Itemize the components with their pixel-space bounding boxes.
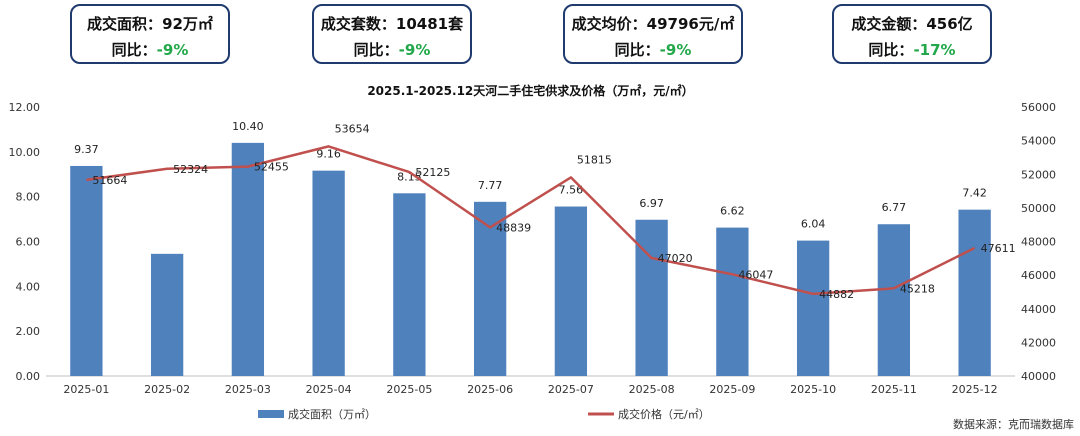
y-left-tick-label: 6.00 — [16, 236, 41, 249]
legend-bar-swatch — [258, 410, 284, 418]
price-value-label: 51815 — [577, 153, 612, 166]
bar-2025-08 — [635, 219, 668, 376]
x-tick-label: 2025-10 — [790, 383, 836, 396]
kpi-units-row: 成交套数：10481套 — [314, 13, 470, 34]
price-value-label: 53654 — [335, 122, 370, 135]
kpi-units-yoy-label: 同比： — [353, 41, 399, 59]
price-value-label: 48839 — [496, 221, 531, 234]
x-tick-label: 2025-04 — [306, 383, 352, 396]
kpi-amount-value: 456亿 — [926, 15, 973, 33]
bar-2025-03 — [231, 142, 265, 376]
bar-2025-09 — [716, 227, 749, 376]
kpi-amount-yoy-label: 同比： — [868, 41, 914, 59]
kpi-units-value: 10481套 — [395, 15, 464, 33]
x-tick-label: 2025-06 — [467, 383, 513, 396]
bar-value-label: 10.40 — [232, 120, 264, 133]
x-tick-label: 2025-05 — [386, 383, 432, 396]
kpi-card-area: 成交面积：92万㎡ 同比：-9% — [70, 4, 230, 64]
bar-value-label: 7.56 — [559, 184, 584, 197]
kpi-area-yoy-value: -9% — [156, 41, 189, 59]
x-tick-label: 2025-03 — [225, 383, 271, 396]
x-tick-label: 2025-11 — [871, 383, 917, 396]
kpi-price-row: 成交均价：49796元/㎡ — [565, 13, 741, 34]
y-right-tick-label: 40000 — [1021, 370, 1056, 383]
price-line — [86, 145, 976, 296]
price-value-label: 51664 — [92, 174, 127, 187]
bar-2025-04 — [312, 170, 345, 376]
kpi-units-yoy-row: 同比：-9% — [314, 39, 470, 60]
kpi-area-label: 成交面积： — [87, 15, 163, 33]
kpi-amount-row: 成交金额：456亿 — [834, 13, 990, 34]
y-left-tick-label: 8.00 — [16, 191, 41, 204]
kpi-area-yoy-row: 同比：-9% — [72, 39, 228, 60]
y-right-tick-label: 52000 — [1021, 168, 1056, 181]
y-left-tick-label: 4.00 — [16, 280, 41, 293]
kpi-amount-yoy-value: -17% — [913, 41, 956, 59]
y-right-tick-label: 42000 — [1021, 336, 1056, 349]
bar-2025-01 — [70, 165, 103, 376]
kpi-card-units: 成交套数：10481套 同比：-9% — [312, 4, 472, 64]
legend-line-label: 成交价格（元/㎡） — [618, 407, 710, 421]
kpi-area-row: 成交面积：92万㎡ — [72, 13, 228, 34]
y-right-tick-label: 46000 — [1021, 269, 1056, 282]
kpi-price-yoy-label: 同比： — [614, 41, 660, 59]
y-right-tick-label: 50000 — [1021, 202, 1056, 215]
kpi-area-value: 92万㎡ — [162, 15, 213, 33]
bar-2025-10 — [796, 240, 830, 376]
price-value-label: 46047 — [738, 268, 773, 281]
price-value-label: 47611 — [981, 242, 1016, 255]
kpi-card-price: 成交均价：49796元/㎡ 同比：-9% — [563, 4, 743, 64]
bar-value-label: 9.37 — [74, 143, 99, 156]
bar-2025-12 — [958, 209, 991, 376]
price-value-label: 44882 — [819, 288, 854, 301]
y-right-tick-label: 48000 — [1021, 236, 1056, 249]
bar-value-label: 7.77 — [478, 179, 503, 192]
price-value-label: 52324 — [173, 163, 208, 176]
bar-2025-06 — [473, 201, 507, 376]
kpi-price-value: 49796元/㎡ — [646, 15, 735, 33]
x-tick-label: 2025-09 — [709, 383, 755, 396]
kpi-price-yoy-row: 同比：-9% — [565, 39, 741, 60]
x-tick-label: 2025-02 — [144, 383, 190, 396]
y-right-tick-label: 44000 — [1021, 303, 1056, 316]
bar-value-label: 9.16 — [316, 148, 341, 161]
bar-value-label: 6.77 — [882, 201, 907, 214]
kpi-card-amount: 成交金额：456亿 同比：-17% — [832, 4, 992, 64]
data-source: 数据来源：克而瑞数据库 — [953, 418, 1074, 431]
bar-value-label: 6.04 — [801, 218, 826, 231]
kpi-area-yoy-label: 同比： — [111, 41, 157, 59]
price-value-label: 47020 — [658, 252, 693, 265]
kpi-amount-yoy-row: 同比：-17% — [834, 39, 990, 60]
y-right-tick-label: 56000 — [1021, 101, 1056, 114]
legend-bar-label: 成交面积（万㎡） — [288, 407, 376, 421]
bar-value-label: 6.97 — [639, 197, 664, 210]
bar-value-label: 8.15 — [397, 170, 422, 183]
x-tick-label: 2025-08 — [629, 383, 675, 396]
price-value-label: 52455 — [254, 161, 289, 174]
bar-2025-11 — [877, 224, 911, 376]
kpi-units-label: 成交套数： — [320, 15, 396, 33]
kpi-price-label: 成交均价： — [571, 15, 647, 33]
kpi-amount-label: 成交金额： — [851, 15, 927, 33]
x-tick-label: 2025-07 — [548, 383, 594, 396]
price-value-label: 45218 — [900, 282, 935, 295]
y-left-tick-label: 0.00 — [16, 370, 41, 383]
y-left-tick-label: 10.00 — [9, 146, 41, 159]
x-tick-label: 2025-12 — [952, 383, 998, 396]
chart-title: 2025.1-2025.12天河二手住宅供求及价格（万㎡，元/㎡） — [367, 83, 693, 98]
kpi-price-yoy-value: -9% — [659, 41, 692, 59]
bar-2025-02 — [150, 253, 184, 376]
bar-value-label: 6.62 — [720, 205, 745, 218]
kpi-units-yoy-value: -9% — [398, 41, 431, 59]
y-left-tick-label: 2.00 — [16, 325, 41, 338]
bar-2025-07 — [554, 206, 588, 376]
bar-value-label: 7.42 — [962, 187, 987, 200]
x-tick-label: 2025-01 — [63, 383, 109, 396]
bar-2025-05 — [393, 193, 426, 376]
y-right-tick-label: 54000 — [1021, 135, 1056, 148]
price-value-label: 52125 — [415, 166, 450, 179]
y-left-tick-label: 12.00 — [9, 101, 41, 114]
